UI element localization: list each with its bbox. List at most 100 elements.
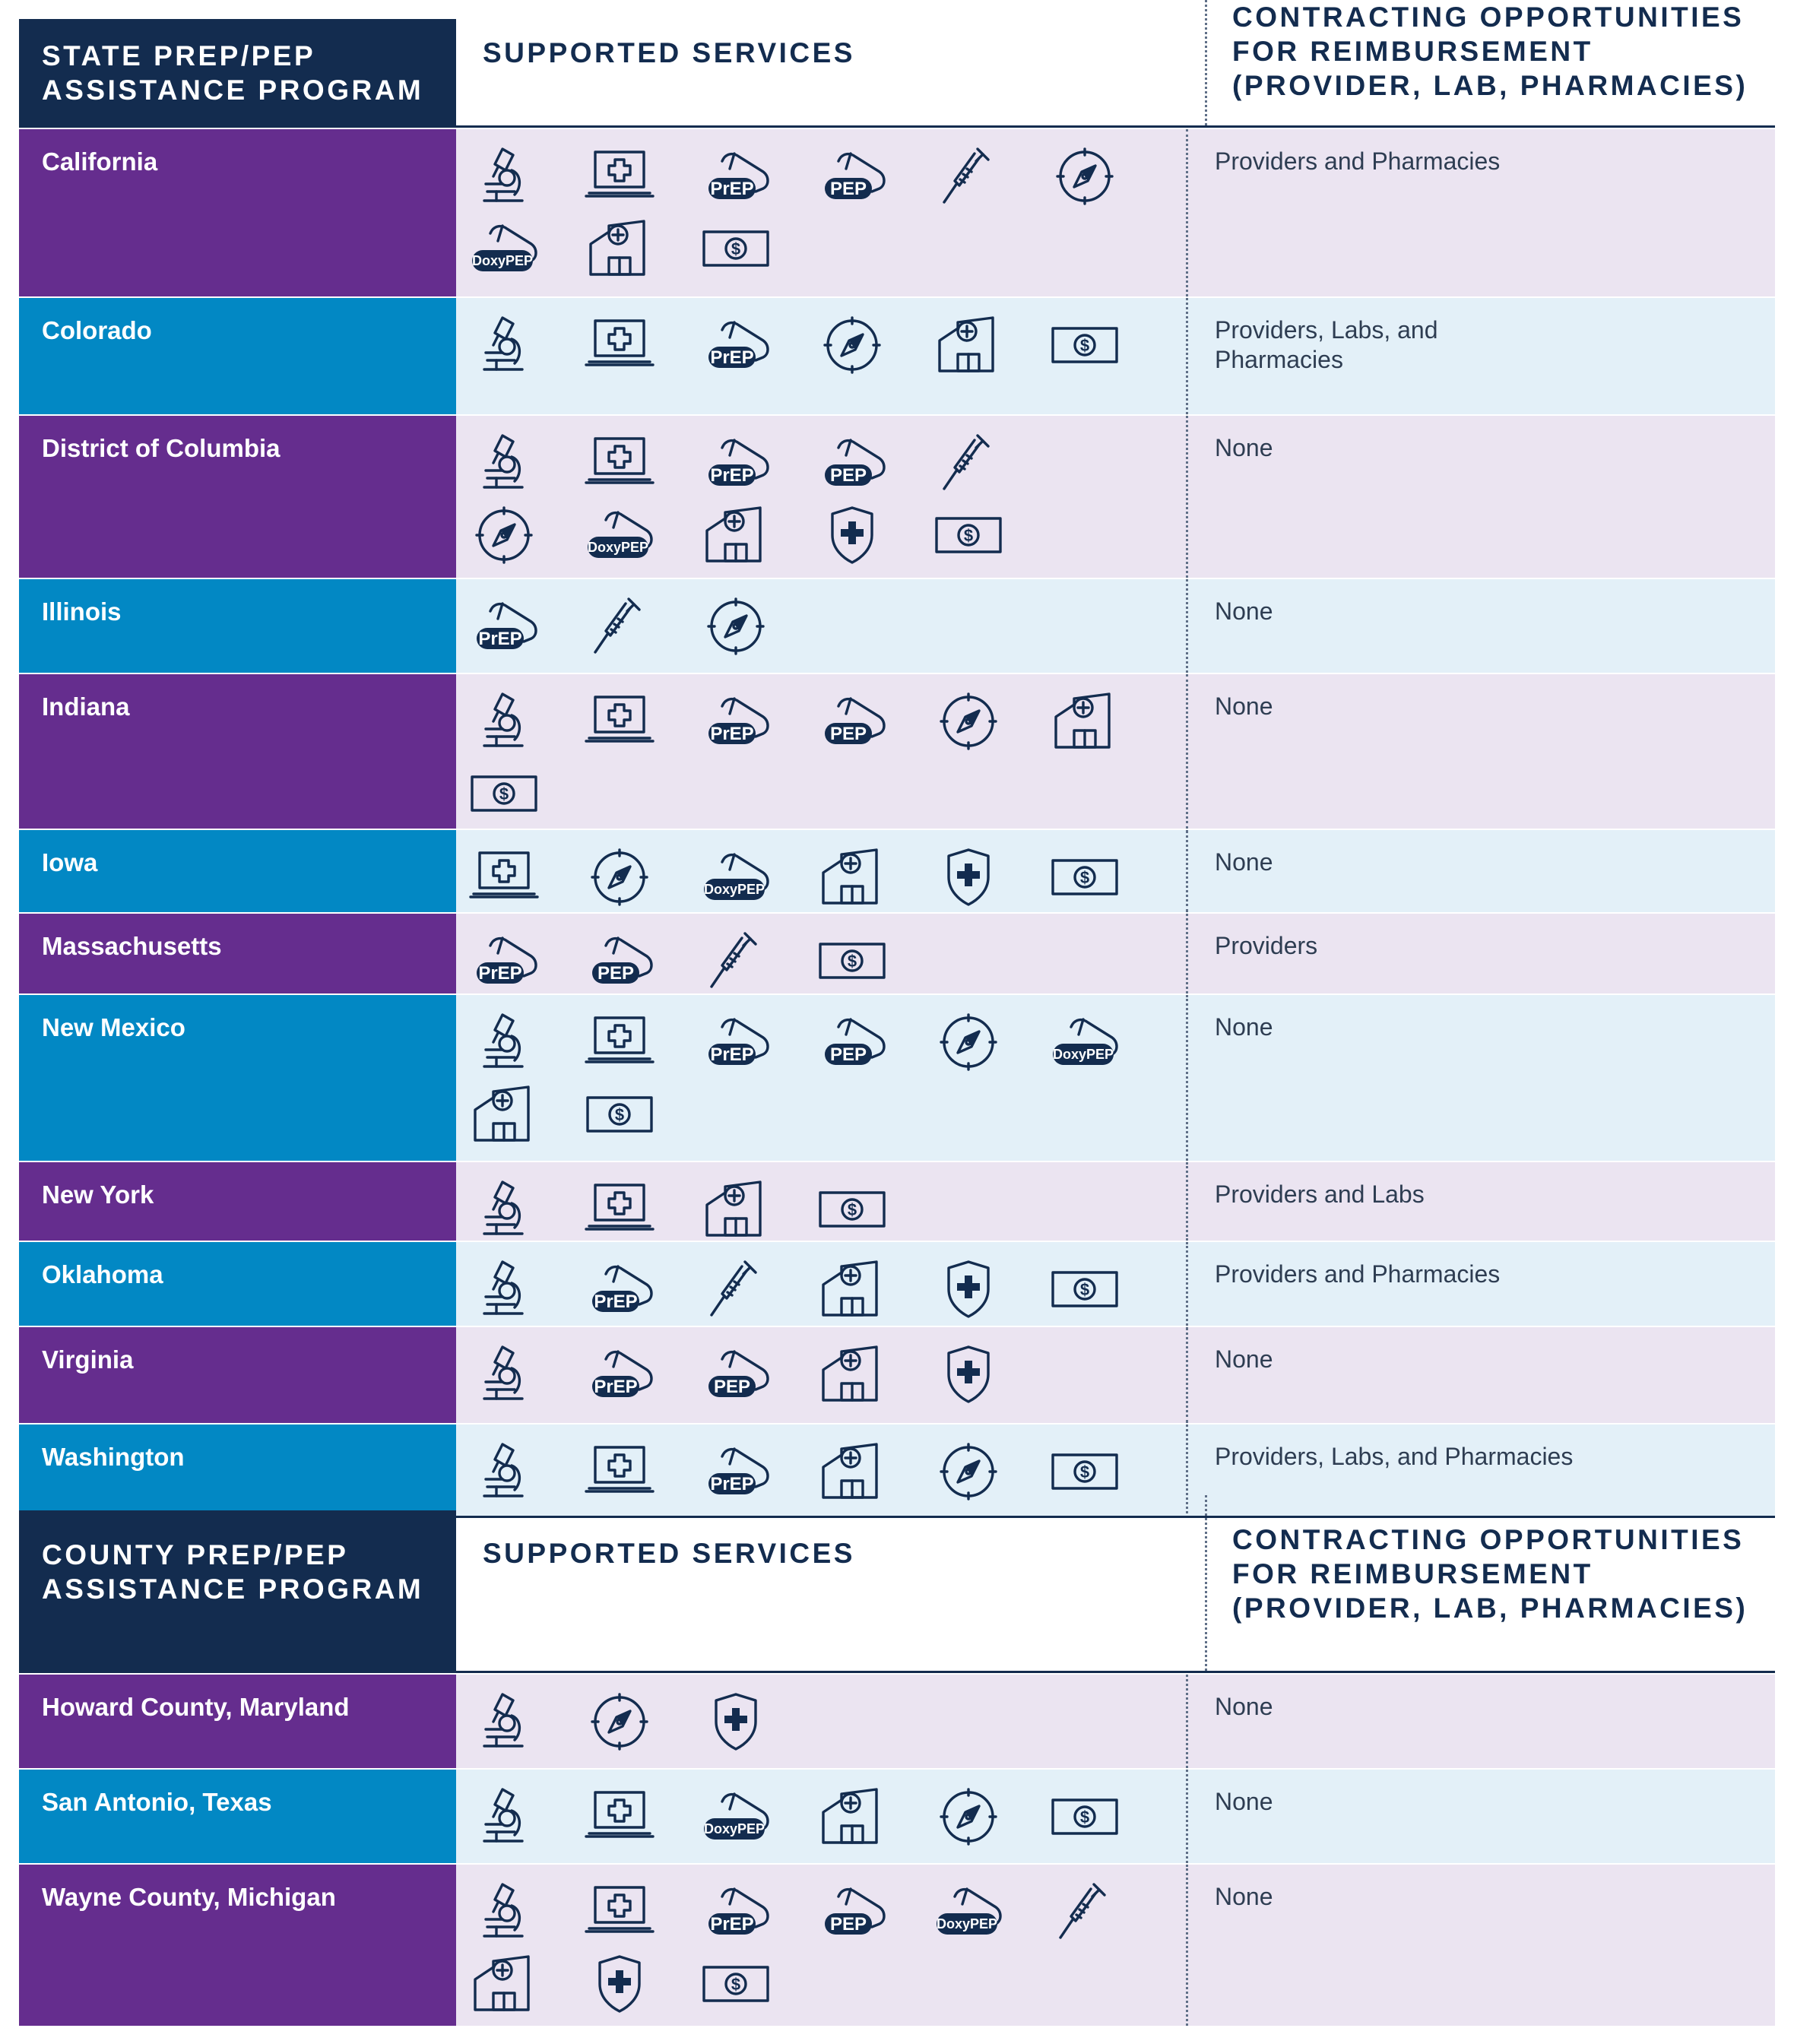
laptop-cross-icon [583,1881,656,1942]
contracting-opportunities: None [1186,1675,1775,1768]
contracting-opportunities: Providers, Labs, and Pharmacies [1186,1424,1775,1518]
svg-text:PEP: PEP [830,179,867,199]
contracting-opportunities: None [1186,830,1775,912]
clinic-icon [816,1259,889,1320]
contracting-value: None [1215,1693,1273,1720]
dollar-bill-icon: $ [699,1954,772,2014]
svg-text:PrEP: PrEP [710,1044,753,1065]
clinic-icon [932,315,1005,376]
contracting-opportunities: None [1186,674,1775,829]
table-row: Virginia PrEP PEP None [19,1326,1775,1423]
laptop-cross-icon [583,146,656,207]
laptop-cross-icon [583,433,656,493]
doxypep-pill-icon: DoxyPEP [468,218,540,279]
compass-icon [932,1786,1005,1847]
supported-services-icons: PrEP $ [456,1424,1186,1518]
table-row: Iowa DoxyPEP $ None [19,829,1775,912]
prep-pill-icon: PrEP [583,1259,656,1320]
compass-icon [932,691,1005,752]
doxypep-pill-icon: DoxyPEP [699,1786,772,1847]
pep-pill-icon: PEP [816,1012,889,1073]
microscope-icon [468,691,540,752]
program-name: Iowa [19,829,456,912]
contracting-value: None [1215,434,1273,461]
microscope-icon [468,1691,540,1752]
county-table-header: COUNTY PREP/PEP ASSISTANCE PROGRAM SUPPORT… [19,1495,1775,1673]
svg-text:$: $ [1080,868,1089,887]
microscope-icon [468,1179,540,1240]
prep-pill-icon: PrEP [583,1344,656,1405]
svg-text:PrEP: PrEP [594,1377,637,1397]
state-program-section: STATE PREP/PEP ASSISTANCE PROGRAM SUPPORTE… [19,0,1775,1518]
program-column-header: STATE PREP/PEP ASSISTANCE PROGRAM [19,19,456,125]
svg-text:PEP: PEP [830,1044,867,1065]
laptop-cross-icon [583,1179,656,1240]
clinic-icon [1048,691,1121,752]
contracting-column-header: CONTRACTING OPPORTUNITIES FOR REIMBURSEME… [1205,1495,1775,1671]
services-column-header: SUPPORTED SERVICES [483,1538,855,1569]
supported-services-icons: $ [456,1162,1186,1241]
supported-services-icons: PrEP PEP DoxyPEP $ [456,1865,1186,2026]
prep-pill-icon: PrEP [468,930,540,991]
pep-pill-icon: PEP [816,691,889,752]
microscope-icon [468,1441,540,1502]
svg-text:$: $ [1080,336,1089,355]
svg-text:$: $ [731,239,740,258]
supported-services-icons: PrEP PEP [456,1327,1186,1423]
dollar-bill-icon: $ [1048,1786,1121,1847]
microscope-icon [468,1344,540,1405]
program-name: Washington [19,1423,456,1518]
microscope-icon [468,1881,540,1942]
shield-cross-icon [816,505,889,566]
contracting-opportunities: None [1186,1865,1775,2026]
contracting-value: None [1215,1883,1273,1910]
svg-text:PrEP: PrEP [710,724,753,744]
clinic-icon [816,847,889,908]
svg-text:$: $ [1080,1808,1089,1827]
supported-services-icons: PrEP PEP $ [456,674,1186,829]
pep-pill-icon: PEP [816,1881,889,1942]
svg-text:DoxyPEP: DoxyPEP [937,1916,997,1932]
table-row: District of Columbia PrEP PEP DoxyPEP $ None [19,414,1775,578]
prep-pill-icon: PrEP [699,315,772,376]
table-row: San Antonio, Texas DoxyPEP $ None [19,1768,1775,1863]
table-row: Illinois PrEP None [19,578,1775,673]
supported-services-icons: PrEP PEP DoxyPEP $ [456,995,1186,1161]
laptop-cross-icon [583,1786,656,1847]
program-name: California [19,128,456,296]
dollar-bill-icon: $ [932,505,1005,566]
supported-services-icons: DoxyPEP $ [456,830,1186,912]
clinic-icon [699,505,772,566]
section-divider [19,1516,1775,1518]
syringe-icon [932,146,1005,207]
svg-text:DoxyPEP: DoxyPEP [704,1821,765,1836]
svg-text:$: $ [964,526,973,545]
laptop-cross-icon [583,1441,656,1502]
clinic-icon [468,1084,540,1145]
prep-pill-icon: PrEP [699,146,772,207]
syringe-icon [699,930,772,991]
svg-text:PrEP: PrEP [710,1474,753,1494]
shield-cross-icon [932,847,1005,908]
program-name: Indiana [19,673,456,829]
supported-services-icons: PrEP $ [456,1242,1186,1326]
dollar-bill-icon: $ [1048,1441,1121,1502]
microscope-icon [468,1786,540,1847]
table-row: Wayne County, Michigan PrEP PEP DoxyPEP $ Non… [19,1863,1775,2026]
program-name: Howard County, Maryland [19,1673,456,1768]
contracting-value: None [1215,1788,1273,1815]
program-name: Virginia [19,1326,456,1423]
clinic-icon [816,1786,889,1847]
contracting-opportunities: Providers [1186,914,1775,993]
laptop-cross-icon [468,847,540,908]
supported-services-icons: PrEP [456,579,1186,673]
microscope-icon [468,1259,540,1320]
contracting-column-header: CONTRACTING OPPORTUNITIES FOR REIMBURSEME… [1205,0,1775,125]
program-name: San Antonio, Texas [19,1768,456,1863]
program-name: New Mexico [19,993,456,1161]
svg-text:$: $ [615,1105,624,1124]
prep-pill-icon: PrEP [468,596,540,657]
contracting-opportunities: None [1186,416,1775,578]
supported-services-icons: PrEP PEP $ [456,914,1186,993]
